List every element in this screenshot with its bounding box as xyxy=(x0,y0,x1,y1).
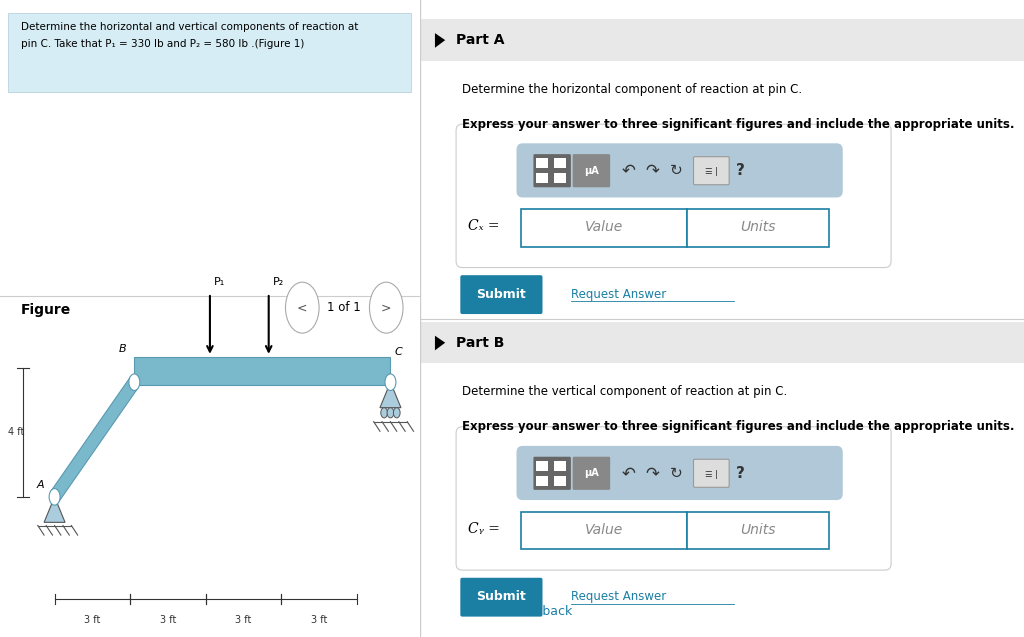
Polygon shape xyxy=(435,336,445,350)
Text: Submit: Submit xyxy=(476,590,526,603)
FancyBboxPatch shape xyxy=(554,461,566,471)
FancyBboxPatch shape xyxy=(420,322,1024,363)
Text: Express your answer to three significant figures and include the appropriate uni: Express your answer to three significant… xyxy=(462,118,1015,131)
FancyBboxPatch shape xyxy=(456,124,891,268)
Text: >: > xyxy=(381,301,391,314)
Circle shape xyxy=(381,408,387,418)
FancyBboxPatch shape xyxy=(521,512,687,549)
Text: 3 ft: 3 ft xyxy=(311,615,328,625)
Text: Provide Feedback: Provide Feedback xyxy=(462,605,572,618)
Text: Units: Units xyxy=(740,220,776,234)
Polygon shape xyxy=(44,497,66,522)
Text: B: B xyxy=(119,343,126,354)
Text: C: C xyxy=(394,347,402,357)
FancyBboxPatch shape xyxy=(693,157,729,185)
Circle shape xyxy=(129,374,140,390)
FancyBboxPatch shape xyxy=(536,476,548,486)
Text: ↻: ↻ xyxy=(671,466,683,481)
FancyBboxPatch shape xyxy=(554,158,566,168)
Text: Cᵧ =: Cᵧ = xyxy=(468,522,500,536)
Text: Value: Value xyxy=(585,220,624,234)
Text: μA: μA xyxy=(584,468,599,478)
Text: Determine the vertical component of reaction at pin C.: Determine the vertical component of reac… xyxy=(462,385,787,398)
Text: Request Answer: Request Answer xyxy=(571,590,667,603)
Text: ↷: ↷ xyxy=(645,162,659,180)
Polygon shape xyxy=(134,357,390,385)
Text: Submit: Submit xyxy=(476,288,526,301)
Text: ?: ? xyxy=(735,466,744,481)
Circle shape xyxy=(286,282,319,333)
FancyBboxPatch shape xyxy=(554,173,566,183)
FancyBboxPatch shape xyxy=(572,154,610,187)
FancyBboxPatch shape xyxy=(687,512,828,549)
FancyBboxPatch shape xyxy=(572,457,610,490)
FancyBboxPatch shape xyxy=(554,476,566,486)
FancyBboxPatch shape xyxy=(693,459,729,487)
FancyBboxPatch shape xyxy=(8,13,412,92)
FancyBboxPatch shape xyxy=(534,154,571,187)
Text: 4 ft: 4 ft xyxy=(8,427,25,438)
Polygon shape xyxy=(380,382,401,408)
Text: Figure: Figure xyxy=(20,303,72,317)
Text: ↻: ↻ xyxy=(671,163,683,178)
Text: ☰ |: ☰ | xyxy=(706,168,718,176)
FancyBboxPatch shape xyxy=(536,173,548,183)
FancyBboxPatch shape xyxy=(687,209,828,247)
Circle shape xyxy=(393,408,400,418)
Circle shape xyxy=(370,282,403,333)
Text: Part B: Part B xyxy=(456,336,505,350)
FancyBboxPatch shape xyxy=(461,275,543,314)
FancyBboxPatch shape xyxy=(461,578,543,617)
Text: P₂: P₂ xyxy=(272,276,284,287)
Text: Value: Value xyxy=(585,523,624,537)
Circle shape xyxy=(385,374,396,390)
Text: ☰ |: ☰ | xyxy=(706,470,718,479)
Text: 1 of 1: 1 of 1 xyxy=(328,301,361,314)
Text: ↷: ↷ xyxy=(645,464,659,482)
Circle shape xyxy=(387,408,394,418)
Circle shape xyxy=(49,489,60,505)
FancyBboxPatch shape xyxy=(536,461,548,471)
Text: P₁: P₁ xyxy=(214,276,225,287)
Text: Units: Units xyxy=(740,523,776,537)
Text: ?: ? xyxy=(735,163,744,178)
FancyBboxPatch shape xyxy=(420,19,1024,61)
FancyBboxPatch shape xyxy=(516,143,843,197)
Text: Cₓ =: Cₓ = xyxy=(468,219,500,233)
FancyBboxPatch shape xyxy=(534,457,571,490)
Text: A: A xyxy=(37,480,44,490)
Text: ↶: ↶ xyxy=(622,162,635,180)
Text: <: < xyxy=(297,301,307,314)
Polygon shape xyxy=(51,376,138,503)
Polygon shape xyxy=(435,33,445,48)
Text: μA: μA xyxy=(584,166,599,176)
Text: 3 ft: 3 ft xyxy=(160,615,176,625)
Text: Express your answer to three significant figures and include the appropriate uni: Express your answer to three significant… xyxy=(462,420,1015,433)
Text: 3 ft: 3 ft xyxy=(236,615,252,625)
FancyBboxPatch shape xyxy=(516,446,843,500)
FancyBboxPatch shape xyxy=(536,158,548,168)
Text: Request Answer: Request Answer xyxy=(571,288,667,301)
Text: pin C. Take that P₁ = 330 lb and P₂ = 580 lb .(Figure 1): pin C. Take that P₁ = 330 lb and P₂ = 58… xyxy=(20,39,304,50)
Text: ↶: ↶ xyxy=(622,464,635,482)
FancyBboxPatch shape xyxy=(456,427,891,570)
Text: Determine the horizontal and vertical components of reaction at: Determine the horizontal and vertical co… xyxy=(20,22,358,32)
FancyBboxPatch shape xyxy=(521,209,687,247)
Text: Part A: Part A xyxy=(456,33,505,47)
Text: 3 ft: 3 ft xyxy=(84,615,100,625)
Text: Determine the horizontal component of reaction at pin C.: Determine the horizontal component of re… xyxy=(462,83,802,96)
